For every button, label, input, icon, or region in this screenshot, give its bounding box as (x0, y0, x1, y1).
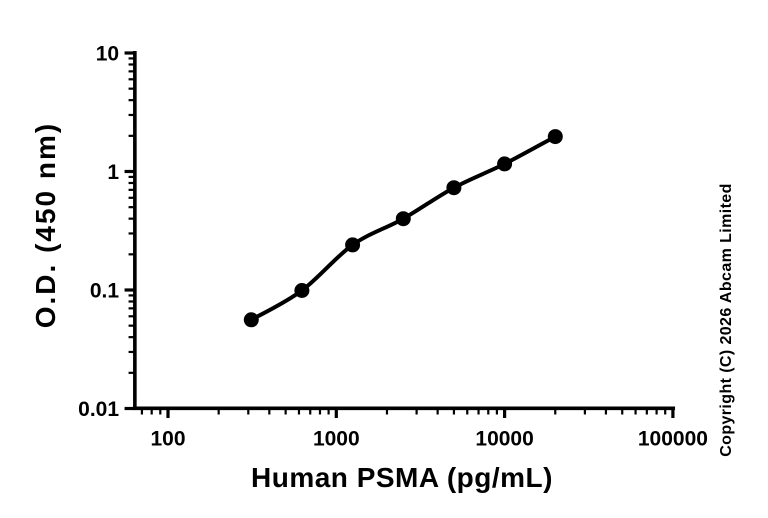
data-point (497, 156, 513, 172)
data-point (294, 283, 310, 298)
data-point (395, 211, 411, 227)
y-axis-tick-label: 1 (107, 161, 119, 184)
y-axis-tick-label: 0.01 (78, 398, 119, 421)
copyright-text: Copyright (C) 2026 Abcam Limited (718, 183, 735, 457)
x-axis-tick-label: 100 (150, 428, 185, 451)
data-point (243, 312, 259, 328)
data-point (547, 129, 563, 145)
data-point (345, 237, 361, 253)
x-axis-tick-label: 100000 (638, 428, 708, 451)
x-axis-title: Human PSMA (pg/mL) (251, 462, 553, 493)
x-axis-tick-label: 10000 (475, 428, 533, 451)
y-axis-tick-label: 0.1 (90, 280, 120, 303)
y-axis-title: O.D. (450 nm) (30, 121, 61, 329)
data-point (446, 180, 462, 196)
x-axis-tick-label: 1000 (313, 428, 360, 451)
y-axis-tick-label: 10 (96, 43, 119, 66)
